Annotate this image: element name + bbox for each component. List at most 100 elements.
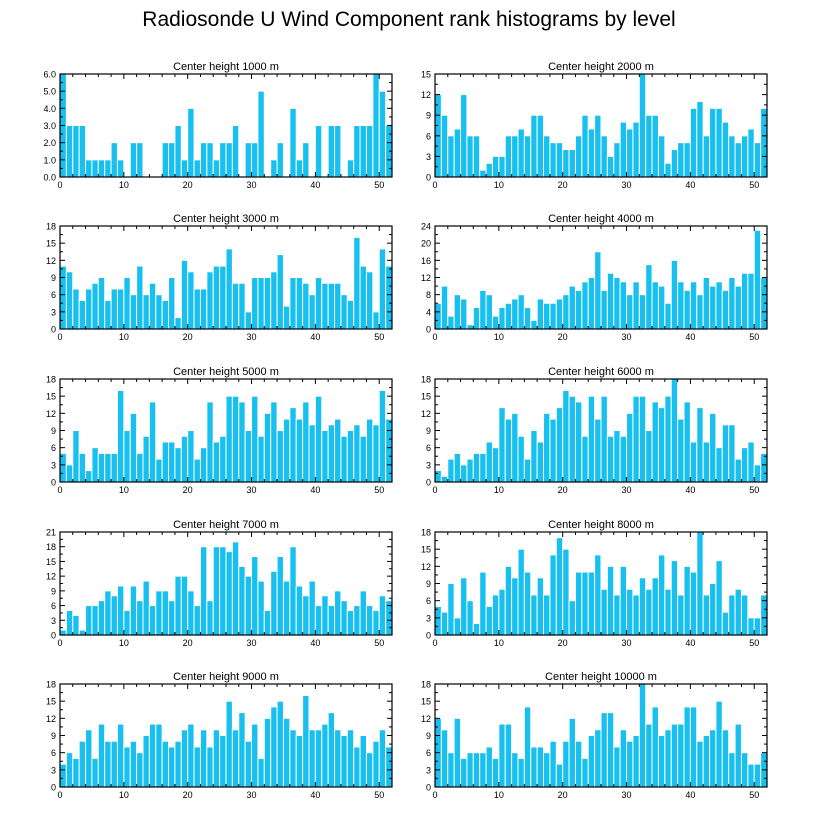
histogram-bar [314,605,323,636]
histogram-bar [346,159,355,178]
histogram-bar [334,418,342,483]
histogram-bar [65,271,74,330]
histogram-bar [161,740,170,788]
y-tick-label: 3 [426,765,431,775]
histogram-bar [206,401,214,483]
histogram-bar [734,458,742,483]
histogram-bar [295,418,304,483]
x-tick-label: 20 [558,332,568,342]
panel-title: Center height 7000 m [173,519,279,531]
x-tick-label: 50 [749,638,759,648]
x-tick-label: 50 [749,332,759,342]
histogram-bar [734,142,742,178]
chart-panel: Center height 5000 m 0 3 6 9 12 15 18 0 10 20 30 40 5… [46,366,393,495]
histogram-bar [372,424,380,483]
histogram-bar [594,114,602,178]
histogram-bar [517,548,525,636]
histogram-bar [709,583,717,636]
histogram-bar [365,271,374,330]
histogram-bar [670,723,679,788]
histogram-bar [696,740,704,788]
histogram-bar [116,389,125,483]
histogram-bar [606,712,615,788]
histogram-bar [263,609,272,636]
y-tick-label: 0.0 [43,173,56,183]
histogram-bar [353,236,361,330]
histogram-bar [619,565,628,636]
histogram-bar [334,729,342,788]
histogram-bar [302,282,310,330]
histogram-bar [753,229,762,330]
histogram-bar [251,723,259,788]
histogram-bar [574,289,583,330]
histogram-bar [225,700,233,788]
histogram-bar [657,407,666,483]
histogram-bar [440,285,449,330]
histogram-bar [91,159,99,178]
x-tick-label: 30 [247,638,257,648]
histogram-bar [78,299,87,330]
histogram-bar [187,723,195,788]
histogram-bar [626,412,634,483]
histogram-bar [282,580,291,636]
histogram-bar [219,265,227,330]
x-tick-label: 0 [432,332,437,342]
histogram-bar [555,763,564,788]
histogram-bar [174,125,182,178]
histogram-bar [485,162,493,178]
histogram-bar [460,94,468,178]
histogram-bar [231,541,240,636]
x-tick-label: 10 [494,638,504,648]
histogram-bar [498,307,506,330]
histogram-bar [523,135,532,178]
histogram-bar [123,746,131,788]
histogram-bar [581,114,589,178]
histogram-bar [549,740,557,788]
y-tick-label: 8 [426,290,431,300]
histogram-bar [606,565,615,636]
histogram-bar [359,265,367,330]
histogram-bar [244,142,253,178]
histogram-bar [600,712,608,788]
histogram-bar [517,435,525,483]
histogram-bar [97,723,106,788]
histogram-bar [728,277,736,330]
histogram-bar [91,447,99,483]
histogram-bar [447,315,455,330]
histogram-bar [638,395,647,483]
histogram-bar [340,600,348,636]
histogram-bar [359,435,367,483]
histogram-bar [136,265,144,330]
histogram-bar [587,735,596,788]
y-tick-label: 18 [46,542,56,552]
y-tick-label: 12 [421,409,431,419]
histogram-bar [174,575,182,636]
histogram-bar [574,571,583,636]
histogram-bar [199,546,208,636]
histogram-bar [504,135,513,178]
y-tick-label: 9 [51,731,56,741]
y-tick-label: 9 [51,273,56,283]
histogram-bar [168,142,176,178]
histogram-bar [740,272,749,330]
histogram-bar [263,277,272,330]
histogram-bar [206,271,214,330]
chart-panel: Center height 4000 m 0 4 8 12 16 20 24 0 10 20 30 40… [421,213,768,342]
histogram-bar [753,763,762,788]
y-tick-label: 9 [426,426,431,436]
panel-title: Center height 1000 m [173,61,279,73]
histogram-bar [263,412,272,483]
histogram-bar [600,289,608,330]
chart-panel: Center height 9000 m 0 3 6 9 12 15 18 0 10 20 30 40 5… [46,671,393,800]
histogram-bar [302,694,310,788]
histogram-bar [594,729,602,788]
histogram-bar [511,577,519,636]
histogram-bar [244,740,253,788]
x-tick-label: 10 [119,638,129,648]
histogram-bar [491,447,500,483]
y-tick-label: 5.0 [43,87,56,97]
histogram-bar [129,142,138,178]
chart-panel: Center height 2000 m 0 3 6 9 12 15 0 10 20 30 40 50 [421,61,768,190]
x-tick-label: 10 [119,790,129,800]
histogram-bar [193,159,201,178]
